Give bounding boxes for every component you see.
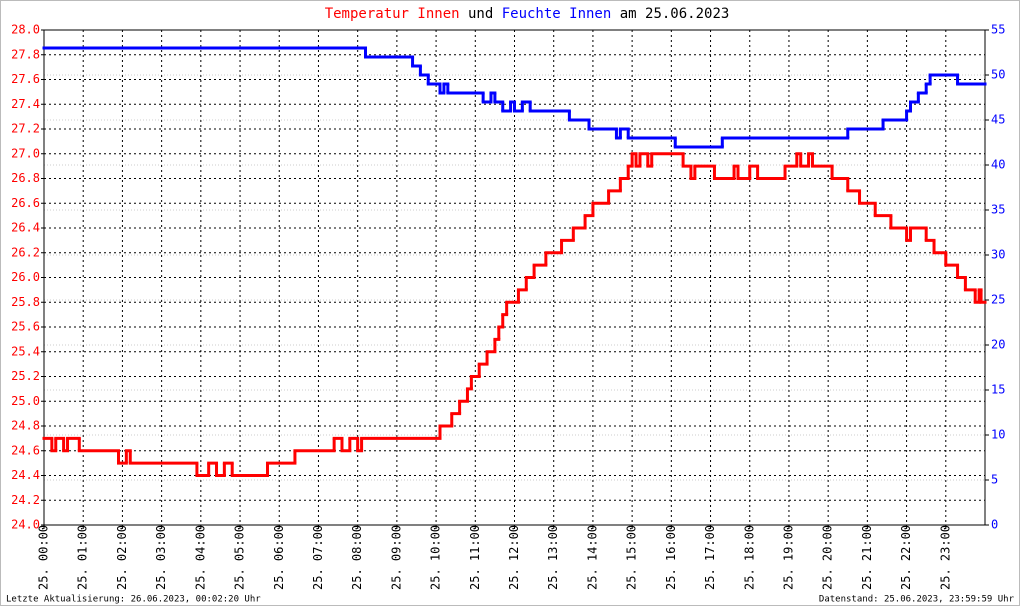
x-tick-label: 25. 23:00: [938, 525, 952, 590]
y-tick-label: 25.6: [11, 320, 40, 334]
y2-tick-label: 40: [991, 158, 1005, 172]
y-tick-label: 25.8: [11, 295, 40, 309]
x-tick-label: 25. 09:00: [389, 525, 403, 590]
y2-tick-label: 20: [991, 338, 1005, 352]
x-tick-label: 25. 01:00: [76, 525, 90, 590]
x-tick-label: 25. 11:00: [468, 525, 482, 590]
y-tick-label: 26.6: [11, 196, 40, 210]
x-tick-label: 25. 06:00: [272, 525, 286, 590]
footer-left: Letzte Aktualisierung: 26.06.2023, 00:02…: [6, 595, 261, 605]
title-part: Feuchte Innen: [502, 6, 612, 22]
x-tick-label: 25. 15:00: [625, 525, 639, 590]
plot-border: [43, 29, 986, 526]
y-tick-label: 25.2: [11, 369, 40, 383]
x-tick-label: 25. 12:00: [507, 525, 521, 590]
title-part: am 25.06.2023: [620, 6, 730, 22]
y-tick-label: 26.2: [11, 245, 40, 259]
y-tick-label: 24.6: [11, 443, 40, 457]
x-tick-label: 25. 07:00: [311, 525, 325, 590]
y-tick-label: 26.0: [11, 270, 40, 284]
y2-tick-label: 0: [991, 518, 998, 532]
y2-tick-label: 50: [991, 68, 1005, 82]
y-tick-label: 27.4: [11, 97, 40, 111]
x-tick-label: 25. 10:00: [429, 525, 443, 590]
y2-tick-label: 45: [991, 113, 1005, 127]
x-tick-label: 25. 18:00: [742, 525, 756, 590]
y2-tick-label: 55: [991, 23, 1005, 37]
y-tick-label: 28.0: [11, 23, 40, 37]
y-tick-label: 25.4: [11, 344, 40, 358]
y-tick-label: 27.8: [11, 47, 40, 61]
x-tick-label: 25. 22:00: [899, 525, 913, 590]
y2-tick-label: 15: [991, 383, 1005, 397]
x-tick-label: 25. 20:00: [821, 525, 835, 590]
y-tick-label: 26.4: [11, 221, 40, 235]
chart-title: Temperatur Innen und Feuchte Innen am 25…: [325, 6, 730, 22]
y-tick-label: 27.6: [11, 72, 40, 86]
x-tick-label: 25. 03:00: [154, 525, 168, 590]
y-tick-label: 24.2: [11, 493, 40, 507]
y-tick-label: 24.4: [11, 468, 40, 482]
footer-right: Datenstand: 25.06.2023, 23:59:59 Uhr: [819, 595, 1015, 605]
x-tick-label: 25. 02:00: [115, 525, 129, 590]
x-tick-label: 25. 00:00: [37, 525, 51, 590]
title-part: Temperatur Innen: [325, 6, 460, 22]
x-tick-label: 25. 13:00: [546, 525, 560, 590]
x-tick-label: 25. 16:00: [664, 525, 678, 590]
y2-tick-label: 25: [991, 293, 1005, 307]
y2-tick-label: 35: [991, 203, 1005, 217]
x-tick-label: 25. 19:00: [781, 525, 795, 590]
y-tick-label: 25.0: [11, 394, 40, 408]
x-tick-label: 25. 14:00: [585, 525, 599, 590]
title-part: und: [468, 6, 493, 22]
y-tick-label: 26.8: [11, 171, 40, 185]
y-tick-label: 24.8: [11, 419, 40, 433]
x-tick-label: 25. 17:00: [703, 525, 717, 590]
x-tick-label: 25. 08:00: [350, 525, 364, 590]
y2-tick-label: 30: [991, 248, 1005, 262]
x-tick-label: 25. 04:00: [193, 525, 207, 590]
x-tick-label: 25. 05:00: [233, 525, 247, 590]
y-tick-label: 27.0: [11, 146, 40, 160]
y2-tick-label: 5: [991, 473, 998, 487]
y2-tick-label: 10: [991, 428, 1005, 442]
y-tick-label: 24.0: [11, 518, 40, 532]
y-tick-label: 27.2: [11, 122, 40, 136]
x-tick-label: 25. 21:00: [860, 525, 874, 590]
